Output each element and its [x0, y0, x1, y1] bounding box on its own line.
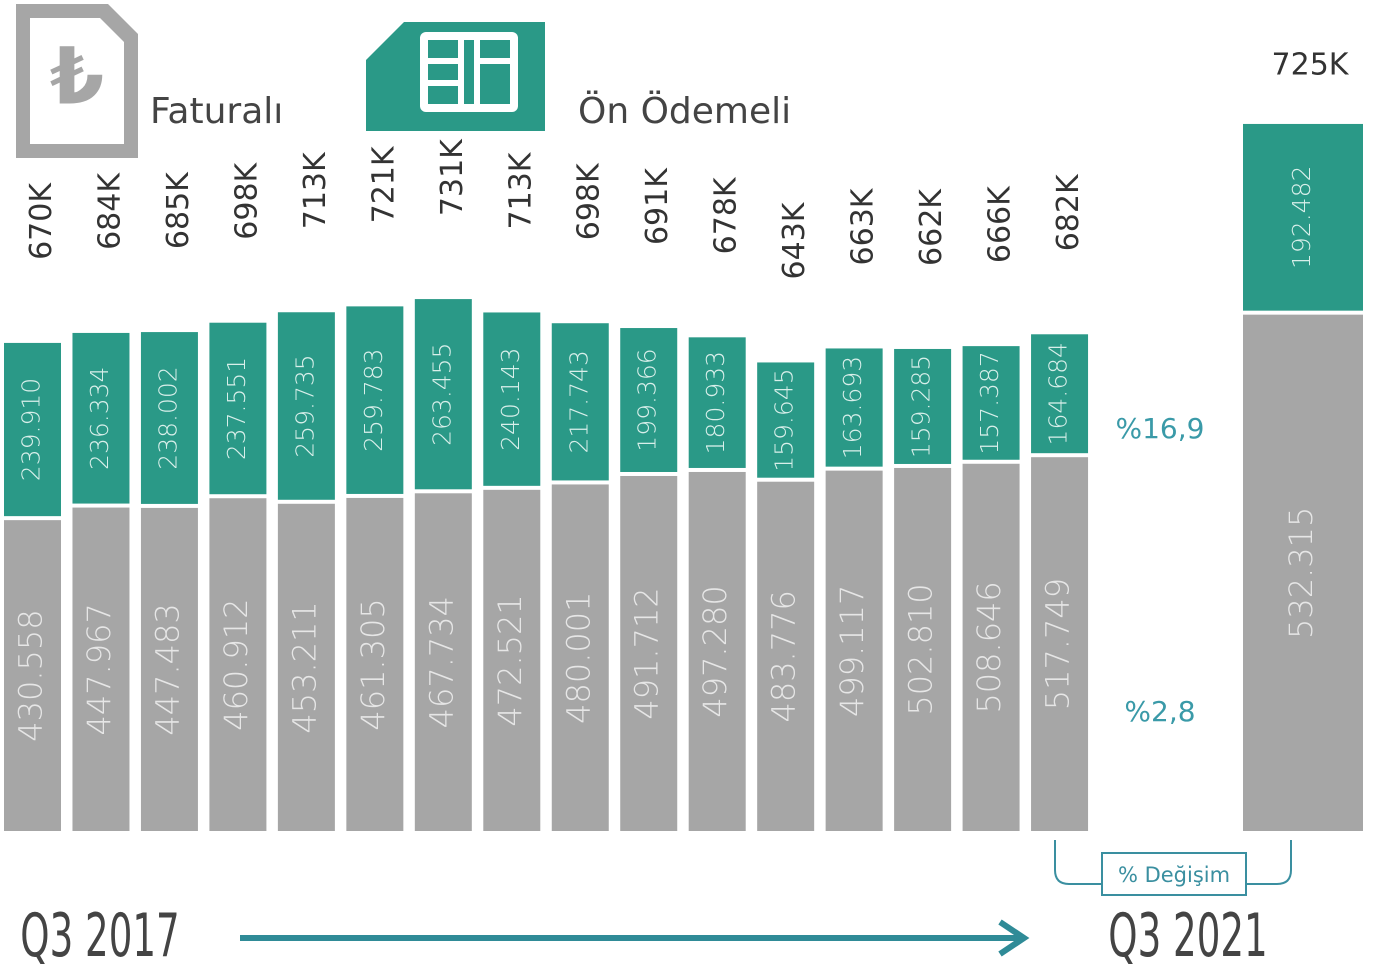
bar-segment: [620, 475, 678, 831]
postpaid-icon: ₺: [16, 4, 138, 158]
bar-segment: [414, 493, 472, 831]
value-label: 238.002: [153, 366, 182, 469]
bracket: [1054, 840, 1292, 885]
value-label: 467.734: [422, 596, 460, 728]
value-label: 237.551: [222, 357, 251, 460]
bar-segment: [688, 337, 746, 468]
value-label: 517.749: [1039, 578, 1077, 710]
value-label: 460.912: [217, 598, 255, 730]
bar-segment: [140, 507, 198, 831]
legend-label: Faturalı: [150, 91, 283, 132]
value-label: 447.967: [80, 603, 118, 735]
value-label: 240.143: [496, 347, 525, 450]
total-label: 678K: [709, 176, 744, 254]
bar-segment: [757, 362, 815, 478]
value-label: 461.305: [354, 598, 392, 730]
change-label: %2,8: [1124, 695, 1195, 728]
change-title: % Değişim: [1118, 863, 1230, 887]
bar-segment: [209, 322, 267, 495]
bar-segment: [277, 503, 335, 831]
change-label: %16,9: [1116, 412, 1205, 445]
total-label: 721K: [366, 145, 401, 223]
bar-segment: [483, 312, 541, 486]
value-label: 157.387: [975, 351, 1004, 454]
value-label: 499.117: [833, 585, 871, 717]
total-label: 662K: [914, 188, 949, 266]
total-label: 731K: [435, 138, 470, 216]
value-label: 497.280: [696, 585, 734, 717]
bar-segment: [483, 489, 541, 831]
bar-segment: [620, 328, 678, 472]
bar-segment: [962, 346, 1020, 460]
end-label: Q3 2021: [1108, 901, 1267, 971]
total-label: 685K: [161, 171, 196, 249]
bar-segment: [72, 507, 130, 831]
bar-segment: [277, 312, 335, 500]
value-label: 236.334: [85, 367, 114, 470]
total-label: 663K: [846, 187, 881, 265]
total-label: 643K: [777, 201, 812, 279]
bar-segment: [346, 497, 404, 831]
svg-text:₺: ₺: [50, 32, 104, 122]
bar-segment: [1243, 123, 1363, 311]
value-label: 508.646: [970, 581, 1008, 713]
bar-segment: [4, 342, 61, 517]
value-label: 164.684: [1044, 342, 1073, 445]
total-label: 670K: [24, 182, 59, 260]
value-label: 259.735: [290, 354, 319, 457]
bar-segment: [688, 471, 746, 831]
change-box: [1101, 852, 1247, 896]
value-label: 163.693: [838, 356, 867, 459]
value-label: 532.315: [1282, 507, 1320, 639]
total-label: 682K: [1051, 173, 1086, 251]
legend-label: Ön Ödemeli: [578, 90, 791, 132]
bar-segment: [894, 348, 952, 464]
value-label: 472.521: [491, 594, 529, 726]
value-label: 480.001: [559, 592, 597, 724]
bar-segment: [1031, 457, 1089, 831]
bar-segment: [825, 348, 883, 467]
value-label: 430.558: [12, 609, 50, 741]
start-label: Q3 2017: [20, 901, 179, 971]
value-label: 180.933: [701, 351, 730, 454]
total-label: 713K: [503, 151, 538, 229]
total-label: 725K: [1272, 48, 1350, 83]
value-label: 159.285: [907, 355, 936, 458]
value-label: 217.743: [564, 350, 593, 453]
value-label: 447.483: [148, 603, 186, 735]
value-label: 491.712: [628, 587, 666, 719]
bar-segment: [140, 332, 198, 504]
bar-segment: [72, 332, 130, 504]
bar-segment: [551, 484, 609, 831]
total-label: 691K: [640, 167, 675, 245]
value-label: 192.482: [1287, 166, 1316, 269]
bar-segment: [962, 463, 1020, 831]
bar-segment: [757, 481, 815, 831]
bar-segment: [4, 520, 61, 831]
value-label: 199.366: [633, 348, 662, 451]
value-label: 502.810: [902, 583, 940, 715]
bar-segment: [825, 470, 883, 831]
value-label: 259.783: [359, 348, 388, 451]
total-label: 698K: [229, 161, 264, 239]
total-label: 698K: [572, 162, 607, 240]
bar-segment: [209, 498, 267, 831]
bar-segment: [1243, 314, 1363, 832]
total-label: 713K: [298, 151, 333, 229]
total-label: 666K: [983, 185, 1018, 263]
arrow-head: [998, 919, 1030, 957]
total-label: 684K: [92, 172, 127, 250]
value-label: 483.776: [765, 590, 803, 722]
value-label: 263.455: [427, 342, 456, 445]
bar-segment: [894, 467, 952, 831]
value-label: 453.211: [285, 601, 323, 733]
bar-segment: [346, 306, 404, 494]
value-label: 159.645: [770, 368, 799, 471]
bar-segment: [1031, 334, 1089, 454]
value-label: 239.910: [17, 378, 46, 481]
prepaid-icon: [366, 22, 545, 131]
bar-segment: [414, 299, 472, 490]
bar-segment: [551, 323, 609, 481]
